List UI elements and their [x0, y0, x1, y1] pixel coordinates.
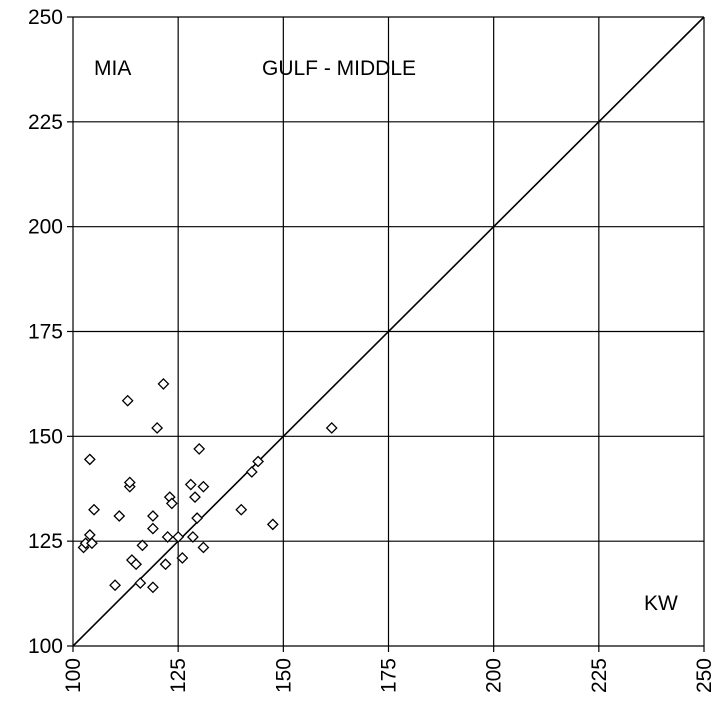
data-point [184, 478, 197, 491]
data-point [172, 531, 185, 543]
data-point [88, 503, 100, 516]
x-tick-label: 200 [483, 658, 506, 693]
data-point [197, 480, 210, 493]
data-point [197, 541, 210, 554]
data-point [161, 531, 174, 543]
y-axis-tick-labels: 100 125 150 175 200 225 250 [28, 6, 63, 658]
data-point [245, 466, 258, 478]
data-point [235, 503, 248, 516]
data-point [121, 394, 134, 407]
data-point [86, 537, 98, 550]
x-tick-label: 150 [272, 658, 295, 693]
data-point [147, 581, 159, 594]
x-axis-tick-labels: 100 125 150 175 200 225 250 [62, 658, 716, 693]
x-axis-label: KW [644, 592, 678, 615]
x-tick-label: 175 [378, 658, 401, 693]
data-points [77, 377, 338, 594]
data-point [193, 442, 206, 455]
data-point [266, 518, 279, 531]
x-tick-label: 100 [62, 658, 85, 693]
y-tick-label: 200 [28, 216, 63, 239]
data-point [147, 522, 159, 535]
data-point [83, 453, 96, 466]
y-tick-label: 125 [28, 530, 63, 553]
data-point [159, 558, 172, 571]
data-point [113, 510, 126, 522]
x-tick-label: 125 [167, 658, 190, 693]
data-point [136, 539, 149, 552]
y-tick-label: 150 [28, 425, 63, 448]
x-tick-label: 225 [588, 658, 611, 693]
data-point [176, 552, 189, 564]
data-point [134, 577, 147, 590]
y-tick-label: 100 [28, 635, 63, 658]
data-point [191, 512, 204, 525]
x-tick-label: 250 [693, 658, 716, 693]
y-tick-label: 225 [28, 111, 63, 134]
data-point [165, 497, 178, 510]
chart-title: GULF - MIDDLE [262, 57, 416, 80]
data-point [157, 377, 170, 390]
data-point [109, 579, 121, 592]
data-point [151, 422, 164, 434]
data-point [123, 476, 136, 489]
data-point [252, 455, 265, 468]
data-point [189, 491, 201, 504]
y-tick-label: 250 [28, 6, 63, 29]
y-tick-label: 175 [28, 321, 63, 344]
data-point [130, 558, 143, 571]
data-point [186, 531, 199, 543]
data-point [325, 422, 338, 434]
y-axis-label: MIA [94, 57, 131, 80]
data-point [147, 510, 159, 522]
